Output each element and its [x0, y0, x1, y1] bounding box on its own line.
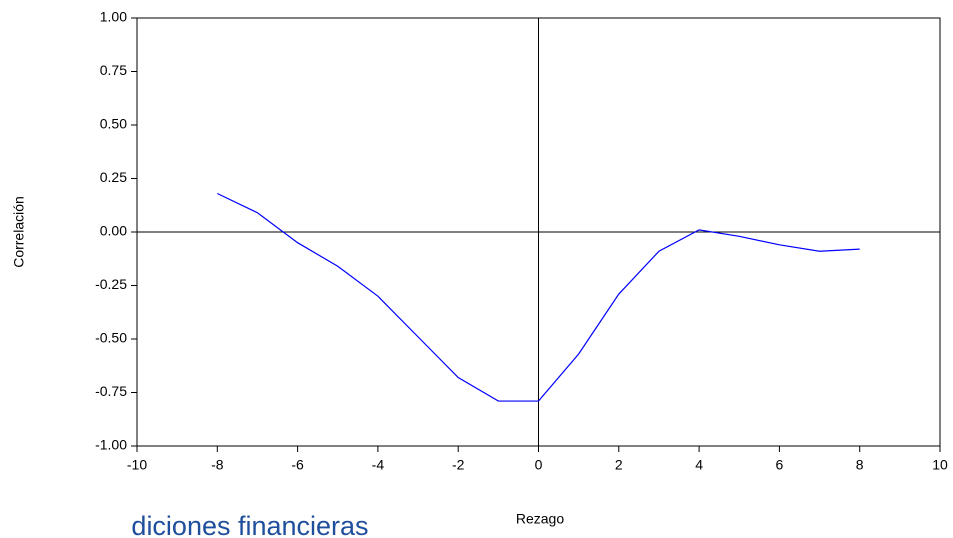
cut-off-caption: diciones financieras	[131, 511, 368, 538]
x-tick-label: 6	[776, 457, 784, 473]
x-tick-label: -2	[452, 457, 465, 473]
y-tick-label: -0.50	[95, 330, 127, 346]
x-tick-label: -10	[127, 457, 147, 473]
x-tick-label: 0	[535, 457, 543, 473]
y-tick-label: 0.00	[100, 223, 127, 239]
series-line	[217, 192, 860, 402]
y-tick-label: 0.75	[100, 62, 127, 78]
y-tick-label: -0.25	[95, 276, 127, 292]
y-tick-label: -1.00	[95, 437, 127, 453]
x-tick-label: 2	[615, 457, 623, 473]
x-tick-label: -6	[291, 457, 304, 473]
x-tick-label: -8	[211, 457, 224, 473]
x-tick-label: 10	[932, 457, 948, 473]
x-tick-label: 8	[856, 457, 864, 473]
y-tick-label: 0.50	[100, 116, 127, 132]
y-tick-label: 1.00	[100, 9, 127, 25]
y-tick-label: 0.25	[100, 169, 127, 185]
y-tick-label: -0.75	[95, 383, 127, 399]
x-tick-label: -4	[372, 457, 385, 473]
x-axis-label: Rezago	[516, 511, 564, 527]
y-axis-label: Correlación	[11, 196, 27, 268]
x-tick-label: 4	[695, 457, 703, 473]
